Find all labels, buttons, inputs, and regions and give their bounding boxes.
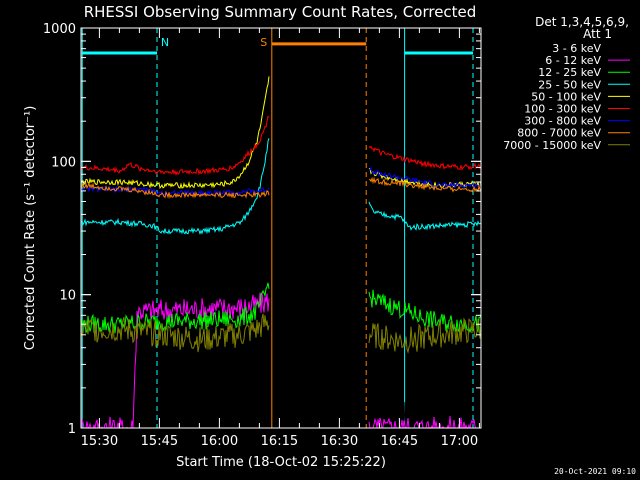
series-line-6-seg-1 <box>368 165 481 189</box>
series-line-5-seg-1 <box>368 145 481 171</box>
series-line-5-seg-0 <box>81 115 270 176</box>
series-line-2-seg-0 <box>81 282 270 335</box>
series-line-8-seg-0 <box>81 313 270 353</box>
plot-frame <box>80 27 482 429</box>
legend-label-1: 6 - 12 keV <box>545 54 601 67</box>
legend-label-0: 3 - 6 keV <box>552 42 601 55</box>
x-tick-label-3: 16:15 <box>261 434 298 449</box>
y-tick-label-2: 100 <box>51 155 76 170</box>
series-line-7-seg-0 <box>81 182 270 199</box>
x-tick-label-1: 15:45 <box>141 434 178 449</box>
x-tick-label-0: 15:30 <box>81 434 118 449</box>
plot-inner <box>81 28 481 428</box>
series-line-1-seg-0 <box>81 292 270 428</box>
legend-label-4: 50 - 100 keV <box>531 90 601 103</box>
plot-area: N S 1 10 100 1000 15:30 15:45 16:00 16:15 16:30 16:… <box>43 22 482 449</box>
legend-label-7: 800 - 7000 keV <box>517 127 601 140</box>
legend-label-3: 25 - 50 keV <box>538 78 601 91</box>
y-axis-label: Corrected Count Rate (s⁻¹ detector⁻¹) <box>23 106 38 351</box>
x-tick-label-4: 16:30 <box>321 434 358 449</box>
legend-label-5: 100 - 300 keV <box>524 103 601 116</box>
y-tick-label-0: 1 <box>68 422 76 437</box>
x-tick-label-5: 16:45 <box>381 434 418 449</box>
series-line-2-seg-1 <box>368 289 481 334</box>
series-line-4-seg-0 <box>81 76 270 190</box>
legend-label-2: 12 - 25 keV <box>538 66 601 79</box>
x-tick-label-6: 17:00 <box>441 434 478 449</box>
x-tick-label-2: 16:00 <box>201 434 238 449</box>
marker-label-1: S <box>260 36 267 49</box>
chart-title: RHESSI Observing Summary Count Rates, Co… <box>84 3 477 21</box>
legend-header-line1: Det 1,3,4,5,6,9, <box>535 15 629 29</box>
series-line-1-seg-1 <box>368 416 481 428</box>
series-line-3-seg-1 <box>368 201 481 231</box>
marker-label-0: N <box>161 36 169 49</box>
series-line-3-seg-0 <box>81 138 270 236</box>
legend-label-6: 300 - 800 keV <box>524 115 601 128</box>
series-line-0-seg-0 <box>81 347 270 428</box>
y-tick-label-3: 1000 <box>43 22 76 37</box>
series-line-8-seg-1 <box>368 317 481 354</box>
x-axis-label: Start Time (18-Oct-02 15:25:22) <box>176 455 386 470</box>
legend-header-line2: Att 1 <box>583 27 612 41</box>
legend-label-8: 7000 - 15000 keV <box>503 139 601 152</box>
y-tick-label-1: 10 <box>59 289 76 304</box>
series-line-7-seg-1 <box>368 176 481 193</box>
footer-timestamp: 20-Oct-2021 09:10 <box>554 467 636 476</box>
